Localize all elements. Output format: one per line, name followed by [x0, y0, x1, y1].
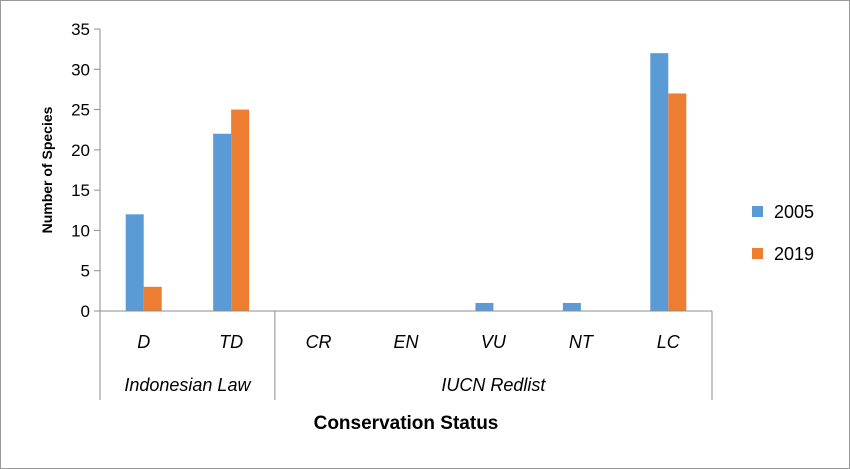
y-tick-label: 25: [71, 101, 90, 120]
legend-swatch: [752, 248, 763, 259]
bar-D-2019: [143, 286, 162, 311]
y-tick-label: 20: [71, 141, 90, 160]
y-axis-label: Number of Species: [39, 106, 55, 233]
bar-TD-2005: [213, 133, 232, 311]
group-label: IUCN Redlist: [441, 375, 546, 395]
legend: 2005 2019: [752, 202, 814, 264]
legend-label: 2019: [774, 244, 814, 264]
y-tick-label: 0: [81, 302, 90, 321]
y-axis: 0 5 10 15 20 25 30 35: [71, 20, 101, 321]
x-tick-label: NT: [569, 332, 595, 352]
x-tick-label: D: [137, 332, 150, 352]
bar-D-2005: [125, 214, 144, 311]
bar-NT-2005: [562, 302, 581, 311]
y-tick-label: 5: [81, 262, 90, 281]
x-tick-label: EN: [393, 332, 419, 352]
bar-LC-2019: [668, 93, 687, 311]
y-tick-label: 30: [71, 60, 90, 79]
x-axis-label: Conservation Status: [314, 413, 499, 434]
x-tick-label: LC: [657, 332, 681, 352]
bar-TD-2019: [231, 109, 250, 311]
y-tick-label: 15: [71, 181, 90, 200]
x-tick-label: VU: [481, 332, 507, 352]
bar-LC-2005: [650, 53, 669, 312]
x-axis: D TD CR EN VU NT LC Indonesian Law IUCN Redlist: [99, 310, 713, 400]
x-tick-label: TD: [219, 332, 243, 352]
bars: [125, 53, 687, 312]
x-tick-label: CR: [306, 332, 332, 352]
legend-swatch: [752, 206, 763, 217]
bar-VU-2005: [475, 302, 494, 311]
y-tick-label: 10: [71, 221, 90, 240]
legend-label: 2005: [774, 202, 814, 222]
y-tick-label: 35: [71, 20, 90, 39]
group-label: Indonesian Law: [124, 375, 251, 395]
